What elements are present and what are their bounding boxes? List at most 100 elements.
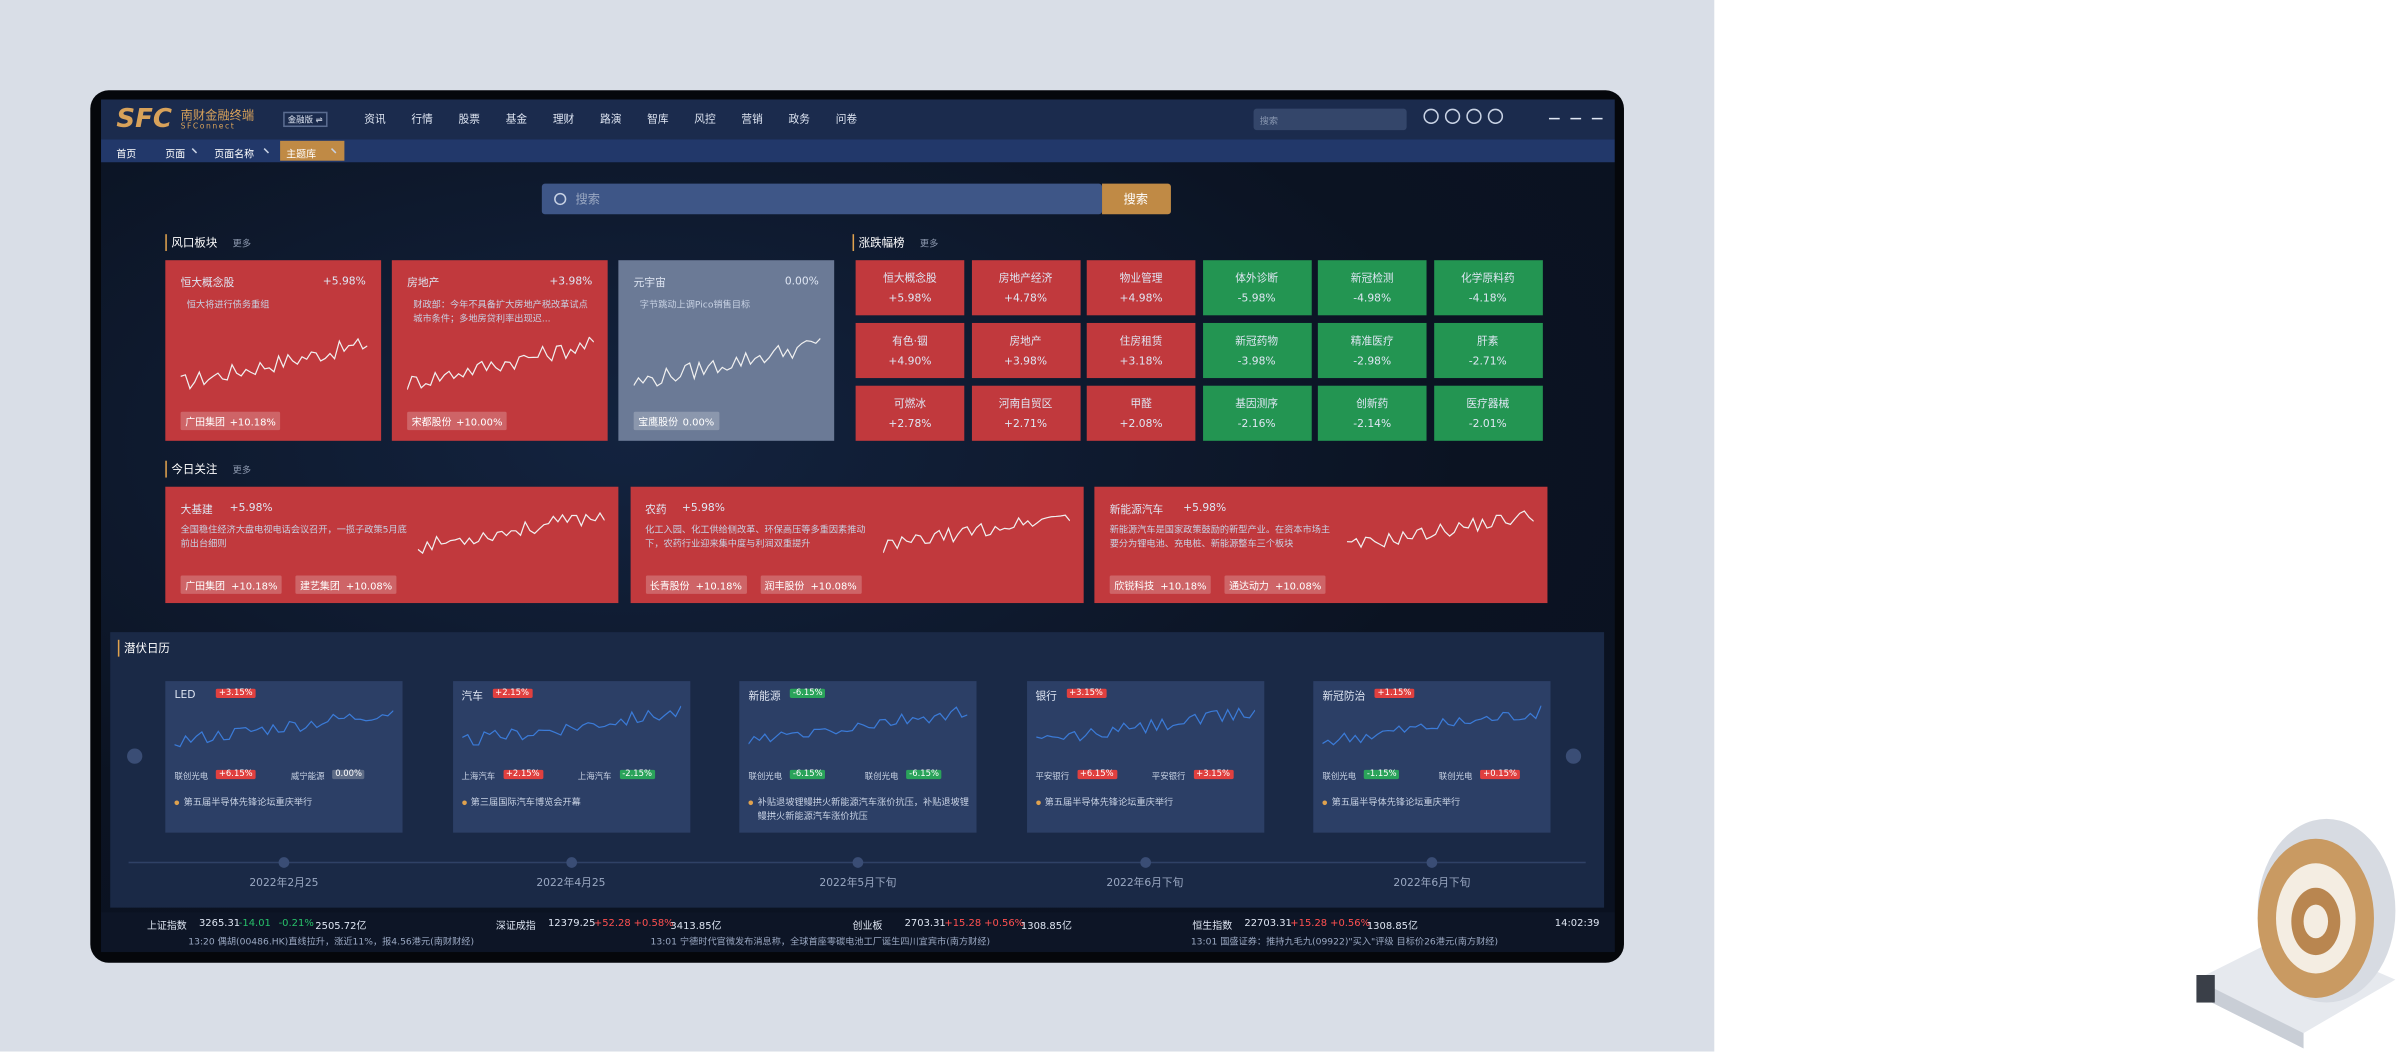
focus-card[interactable]: 农药 +5.98% 化工入园、化工供给侧改革、环保高压等多重因素推动下，农药行业迎来… (629, 486, 1083, 604)
stock-name: 联创光电 (174, 772, 209, 783)
stock-name: 润丰股份 (764, 580, 805, 593)
sector-card[interactable]: 房地产 +3.98% 财政部：今年不具备扩大房地产税改革试点城市条件；多地房贷利率出… (391, 260, 608, 441)
nav-item[interactable]: 路演 (599, 113, 622, 126)
tab[interactable]: 页面名称 (208, 141, 277, 161)
stock-change: +10.18% (695, 580, 742, 593)
nav-item[interactable]: 营销 (741, 113, 763, 126)
ranking-cell[interactable]: 有色·铟 +4.90% (855, 322, 965, 379)
sparkline (174, 710, 394, 748)
calendar-card[interactable]: 汽车 +2.15% 上海汽车 +2.15% 上海汽车 -2.15% 第三届国际汽车博览会开幕 (452, 681, 690, 833)
tab-close (263, 148, 270, 154)
icon-button[interactable] (1466, 108, 1482, 124)
cell-change: -4.98% (1353, 292, 1392, 305)
nav-item[interactable]: 资讯 (364, 113, 386, 126)
win-min[interactable] (1548, 117, 1560, 120)
card-desc: 财政部：今年不具备扩大房地产税改革试点城市条件；多地房贷利率出现迟... (413, 299, 588, 325)
win-close[interactable] (1591, 117, 1603, 120)
nav-item[interactable]: 智库 (647, 113, 669, 126)
cell-name: 创新药 (1356, 397, 1389, 411)
stock-name: 平安银行 (1035, 772, 1070, 783)
calendar-card[interactable]: LED +3.15% 联创光电 +6.15% 威宁能源 0.00% 第五届半导体先锋论坛重庆… (165, 681, 403, 833)
more-link[interactable]: 更多 (232, 238, 252, 250)
carousel-arrow[interactable] (127, 748, 143, 764)
card-desc: 新能源汽车是国家政策鼓励的新型产业。在资本市场主要分为锂电池、充电桩、新能源整车… (1109, 524, 1331, 550)
icon-button[interactable] (1423, 108, 1439, 124)
tab[interactable]: 页面 (159, 141, 205, 161)
calendar-panel: 潜伏日历 LED +3.15% 联创光电 +6.15% 威宁能源 0.00% 第五届半导体先锋… (110, 632, 1605, 908)
ranking-cell[interactable]: 医疗器械 -2.01% (1433, 385, 1543, 441)
card-name: 新能源 (748, 690, 781, 703)
sparkline (407, 336, 594, 390)
ranking-cell[interactable]: 新冠药物 -3.98% (1202, 322, 1311, 379)
nav-item[interactable]: 行情 (411, 113, 433, 126)
index-change: +52.28 (593, 916, 631, 930)
sector-card[interactable]: 恒大概念股 +5.98% 恒大将进行债务重组 广田集团 +10.18% (165, 260, 382, 441)
index-name: 深证成指 (495, 919, 536, 933)
edition: 金融版 ⇌ (283, 111, 328, 128)
calendar-date: 2022年6月下旬 (1106, 877, 1184, 890)
nav-item[interactable]: 问卷 (835, 113, 858, 126)
ranking-cell[interactable]: 体外诊断 -5.98% (1202, 260, 1311, 316)
stock-name: 上海汽车 (577, 772, 612, 783)
news-item: 13:01 国盛证券：推持九毛九(09922)"买入"评级 目标价26港元(南方… (1190, 936, 1499, 948)
tab[interactable]: 主题库 (280, 140, 345, 161)
nav-item[interactable]: 理财 (552, 113, 575, 126)
search-box[interactable]: 搜索 (541, 183, 1103, 215)
event-text: 第五届半导体先锋论坛重庆举行 (183, 797, 313, 809)
cell-change: -2.71% (1468, 355, 1507, 368)
ranking-cell[interactable]: 房地产 +3.98% (971, 322, 1080, 379)
ranking-cell[interactable]: 基因测序 -2.16% (1202, 385, 1311, 441)
section-title: 今日关注 (165, 460, 217, 478)
ranking-cell[interactable]: 精准医疗 -2.98% (1317, 322, 1427, 379)
cell-change: -2.14% (1353, 417, 1392, 431)
stock-chip: 广田集团 +10.18% (180, 575, 282, 594)
ranking-cell[interactable]: 肝素 -2.71% (1433, 322, 1543, 379)
decor-icon (2196, 818, 2396, 1049)
stock-chip: 建艺集团 +10.08% (295, 575, 397, 594)
section-header: 涨跌幅榜 更多 (852, 234, 939, 252)
cell-change: +2.71% (1003, 417, 1048, 431)
focus-card[interactable]: 新能源汽车 +5.98% 新能源汽车是国家政策鼓励的新型产业。在资本市场主要分为锂电… (1094, 486, 1548, 604)
focus-card[interactable]: 大基建 +5.98% 全国稳住经济大盘电视电话会议召开，一揽子政策5月底前出台细则广… (165, 486, 619, 604)
search-button[interactable]: 搜索 (1102, 183, 1171, 215)
ranking-cell[interactable]: 物业管理 +4.98% (1086, 260, 1196, 316)
calendar-card[interactable]: 新能源 -6.15% 联创光电 -6.15% 联创光电 -6.15% 补贴退坡锂鳗拱火新能源… (739, 681, 977, 833)
nav-item[interactable]: 股票 (458, 113, 480, 126)
ranking-cell[interactable]: 可燃冰 +2.78% (855, 385, 965, 441)
ranking-cell[interactable]: 化学原料药 -4.18% (1433, 260, 1543, 316)
ranking-cell[interactable]: 河南自贸区 +2.71% (971, 385, 1080, 441)
ranking-cell[interactable]: 住房租赁 +3.18% (1086, 322, 1196, 379)
carousel-arrow[interactable] (1565, 748, 1582, 764)
ranking-cell[interactable]: 恒大概念股 +5.98% (855, 260, 965, 316)
header-search[interactable]: 搜索 (1253, 108, 1407, 131)
nav-item[interactable]: 风控 (694, 113, 716, 126)
ranking-cell[interactable]: 新冠检测 -4.98% (1317, 260, 1427, 316)
stock-chip: 长青股份 +10.18% (645, 575, 747, 594)
card-change: +5.98% (229, 502, 273, 515)
icon-button[interactable] (1487, 108, 1504, 124)
cell-change: -2.16% (1237, 417, 1276, 431)
sector-card[interactable]: 元宇宙 0.00% 字节跳动上调Pico销售目标 宝鹰股份 0.00% (618, 260, 835, 441)
index-value: 3265.31 (198, 916, 241, 930)
nav-item[interactable]: 基金 (505, 113, 528, 126)
screen: SFC 南财金融终端 SFConnect 金融版 ⇌ 资讯 行情 股票 基金 理财 路演 智库 风控 营… (101, 99, 1615, 953)
calendar-card[interactable]: 新冠防治 +1.15% 联创光电 -1.15% 联创光电 +0.15% 第五届半导体先锋论坛… (1313, 681, 1551, 833)
win-max[interactable] (1570, 117, 1582, 120)
ranking-cell[interactable]: 房地产经济 +4.78% (971, 260, 1080, 316)
stock-change: +10.08% (810, 580, 857, 593)
card-desc: 字节跳动上调Pico销售目标 (639, 299, 751, 311)
change-badge: +3.15% (1193, 769, 1234, 780)
icon-button[interactable] (1444, 108, 1461, 124)
more-link[interactable]: 更多 (919, 238, 939, 250)
ranking-cell[interactable]: 创新药 -2.14% (1317, 385, 1427, 441)
calendar-card[interactable]: 银行 +3.15% 平安银行 +6.15% 平安银行 +3.15% 第五届半导体先锋论坛重庆… (1026, 681, 1264, 833)
ranking-cell[interactable]: 甲醛 +2.08% (1086, 385, 1196, 441)
tab[interactable]: 首页 (110, 141, 156, 160)
nav-item[interactable]: 政务 (788, 113, 810, 126)
card-name: 汽车 (461, 690, 483, 703)
more-link[interactable]: 更多 (232, 465, 252, 477)
stock-name: 通达动力 (1229, 580, 1269, 593)
card-name: 农药 (645, 503, 667, 516)
change-badge: -6.15% (789, 769, 826, 780)
